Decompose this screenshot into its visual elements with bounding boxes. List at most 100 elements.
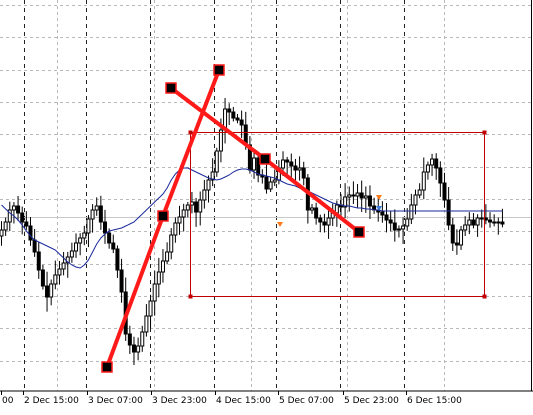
candle [90, 204, 95, 233]
candle-body [32, 239, 37, 253]
candle [405, 208, 410, 231]
trendline-anchor-4 [259, 153, 271, 165]
candle-body [384, 214, 389, 221]
candle [268, 177, 273, 193]
candle-body [231, 111, 236, 119]
candle-body [78, 237, 83, 244]
trendline-anchor-3 [165, 82, 177, 94]
candle [231, 106, 236, 122]
candle-body [343, 196, 348, 208]
candle [488, 212, 493, 228]
candle-body [45, 285, 50, 298]
candle-body [463, 224, 468, 231]
candle [355, 184, 360, 208]
candle [380, 201, 385, 223]
trendline-1 [161, 68, 221, 218]
candle-body [425, 164, 430, 173]
rectangle-handle-2 [188, 294, 193, 299]
candle-body [347, 194, 352, 198]
candle-body [409, 204, 414, 220]
candle [425, 161, 430, 180]
candle-body [136, 345, 141, 353]
candle [479, 209, 484, 228]
range-rectangle[interactable] [188, 130, 487, 299]
candle-body [351, 194, 356, 197]
candle-body [500, 221, 505, 225]
candle-body [392, 222, 397, 231]
candle-body [0, 229, 4, 237]
candle [173, 217, 178, 243]
x-tick-label: 3 Dec 23:00 [152, 396, 207, 406]
candle [57, 260, 62, 285]
candle [49, 279, 54, 306]
candle [256, 154, 261, 183]
candle [475, 214, 480, 237]
candle [388, 210, 393, 232]
candle [446, 187, 451, 231]
candle [438, 161, 443, 197]
candle-body [218, 129, 223, 152]
x-tick-label: 6 Dec 15:00 [407, 396, 462, 406]
candle [223, 98, 228, 144]
candle-body [28, 225, 33, 241]
candle [140, 325, 145, 352]
candle-body [16, 205, 21, 214]
candle-body [90, 209, 95, 220]
trendline-anchor-2 [213, 64, 225, 76]
candle [20, 206, 25, 235]
candles [0, 98, 505, 366]
candle-body [156, 271, 161, 285]
candle-body [36, 251, 41, 271]
candle-body [264, 176, 269, 190]
candle [301, 161, 306, 186]
candle [7, 201, 12, 232]
candle [131, 336, 136, 366]
candle [396, 225, 401, 238]
candle-body [103, 221, 107, 234]
candle-body [210, 171, 215, 181]
candle [351, 181, 356, 204]
candle-body [214, 150, 219, 173]
candle [11, 202, 16, 224]
moving-average [1, 167, 503, 269]
candle-body [227, 108, 232, 113]
candle [86, 215, 91, 248]
candle-body [401, 225, 406, 230]
candle-body [442, 182, 447, 201]
candle [74, 233, 79, 258]
trendlines[interactable] [101, 64, 365, 373]
candle [82, 225, 87, 246]
trade-marker-1 [376, 195, 382, 200]
candle [24, 211, 29, 230]
candle-body [49, 283, 54, 298]
candle [392, 209, 397, 242]
candle-body [492, 221, 497, 224]
candle-body [285, 159, 290, 163]
trade-marker-2 [277, 222, 283, 227]
rectangle-handle-1 [482, 130, 487, 135]
candle-body [454, 242, 459, 246]
candle-body [479, 217, 484, 220]
candle-body [165, 251, 170, 262]
candle [36, 242, 41, 279]
candle [372, 197, 377, 214]
candle [401, 217, 406, 244]
candle [210, 158, 215, 187]
candle-body [438, 167, 443, 184]
candle [293, 158, 298, 185]
candle [430, 153, 435, 176]
candle-body [434, 158, 439, 169]
candle-body [148, 300, 153, 317]
candle [127, 325, 132, 354]
candle [285, 156, 290, 175]
candle [119, 258, 124, 303]
candle-body [173, 222, 178, 236]
candle-body [417, 189, 422, 196]
candle [111, 234, 116, 254]
trendline-anchor-0 [101, 361, 113, 373]
candle-body [293, 165, 298, 171]
candle [289, 153, 294, 178]
candle [247, 136, 252, 174]
candle-body [413, 194, 418, 206]
